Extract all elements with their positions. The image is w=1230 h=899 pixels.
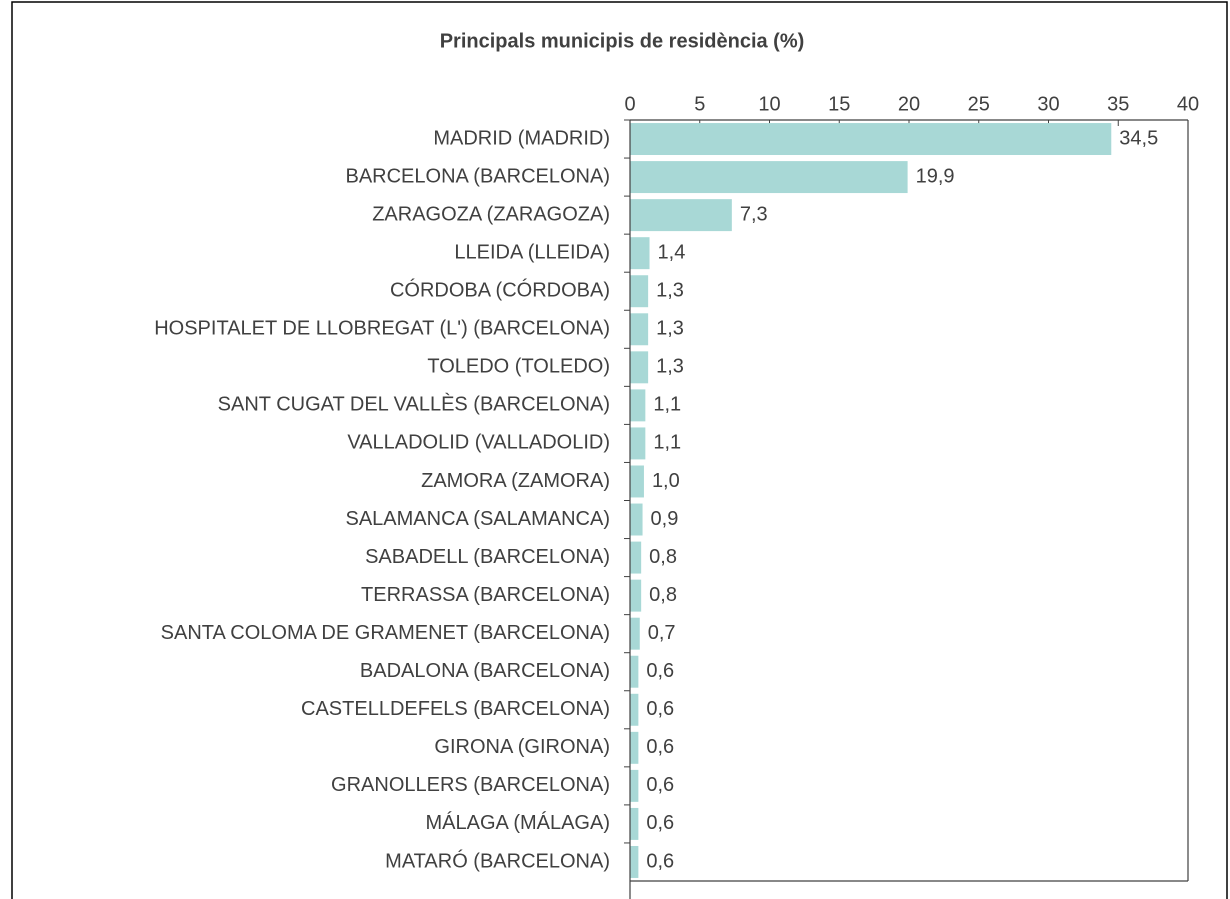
value-label: 0,9 [651, 508, 679, 530]
value-label: 7,3 [740, 203, 768, 225]
value-label: 1,3 [656, 356, 684, 378]
bar [630, 161, 908, 194]
y-tick-label: MADRID (MADRID) [433, 127, 610, 149]
x-tick-label: 35 [1107, 93, 1129, 115]
bar [630, 769, 639, 802]
value-label: 0,8 [649, 546, 677, 568]
value-label: 0,8 [649, 584, 677, 606]
value-label: 1,4 [658, 241, 686, 263]
y-tick-label: SABADELL (BARCELONA) [365, 546, 610, 568]
x-tick-label: 25 [968, 93, 990, 115]
y-tick-label: SANTA COLOMA DE GRAMENET (BARCELONA) [161, 622, 610, 644]
value-label: 0,6 [646, 812, 674, 834]
y-tick-label: CÓRDOBA (CÓRDOBA) [390, 279, 610, 302]
bar [630, 199, 732, 232]
y-tick-label: MÁLAGA (MÁLAGA) [426, 811, 611, 834]
value-label: 1,3 [656, 280, 684, 302]
bar [630, 123, 1112, 156]
value-label: 0,7 [648, 622, 676, 644]
bar [630, 807, 639, 840]
y-tick-label: MATARÓ (BARCELONA) [385, 849, 610, 872]
value-label: 34,5 [1119, 127, 1158, 149]
bar [630, 275, 649, 308]
bar [630, 541, 642, 574]
x-tick-label: 15 [828, 93, 850, 115]
x-tick-label: 0 [624, 93, 635, 115]
y-tick-label: SALAMANCA (SALAMANCA) [345, 508, 610, 530]
x-tick-label: 20 [898, 93, 920, 115]
y-tick-label: BADALONA (BARCELONA) [360, 660, 610, 682]
y-tick-label: SANT CUGAT DEL VALLÈS (BARCELONA) [218, 393, 610, 416]
y-tick-label: VALLADOLID (VALLADOLID) [347, 432, 610, 454]
bar [630, 427, 646, 460]
value-label: 1,1 [653, 394, 681, 416]
y-tick-label: ZAMORA (ZAMORA) [421, 470, 610, 492]
y-tick-label: HOSPITALET DE LLOBREGAT (L') (BARCELONA) [154, 318, 610, 340]
value-label: 1,3 [656, 318, 684, 340]
x-tick-label: 40 [1177, 93, 1199, 115]
bar [630, 237, 650, 270]
x-tick-label: 10 [758, 93, 780, 115]
bar [630, 465, 644, 498]
y-tick-label: BARCELONA (BARCELONA) [345, 165, 610, 187]
bar [630, 313, 649, 346]
chart-border [11, 1, 1228, 899]
y-tick-label: TERRASSA (BARCELONA) [361, 584, 610, 606]
value-label: 0,6 [646, 660, 674, 682]
value-label: 1,0 [652, 470, 680, 492]
bar [630, 503, 643, 536]
bar [630, 731, 639, 764]
bar [630, 655, 639, 688]
y-tick-label: LLEIDA (LLEIDA) [454, 241, 610, 263]
value-label: 1,1 [653, 432, 681, 454]
value-label: 0,6 [646, 698, 674, 720]
bar [630, 351, 649, 384]
bar [630, 845, 639, 878]
bar [630, 389, 646, 422]
value-label: 0,6 [646, 736, 674, 758]
bar [630, 579, 642, 612]
value-label: 0,6 [646, 850, 674, 872]
y-tick-label: CASTELLDEFELS (BARCELONA) [301, 698, 610, 720]
bar [630, 693, 639, 726]
y-tick-label: ZARAGOZA (ZARAGOZA) [372, 203, 610, 225]
x-tick-label: 5 [694, 93, 705, 115]
y-tick-label: TOLEDO (TOLEDO) [427, 356, 610, 378]
chart-title: Principals municipis de residència (%) [440, 30, 805, 52]
x-tick-label: 30 [1037, 93, 1059, 115]
y-tick-label: GRANOLLERS (BARCELONA) [331, 774, 610, 796]
value-label: 19,9 [916, 165, 955, 187]
value-label: 0,6 [646, 774, 674, 796]
y-tick-label: GIRONA (GIRONA) [434, 736, 610, 758]
bar [630, 617, 640, 650]
